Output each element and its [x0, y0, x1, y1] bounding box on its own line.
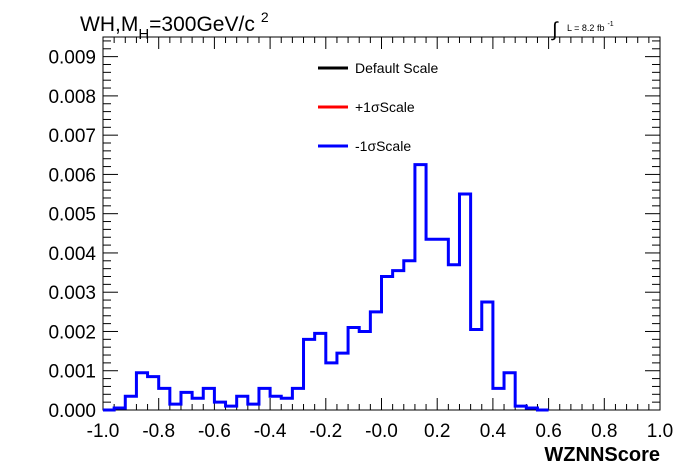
lumi-integral-symbol: ∫: [551, 19, 559, 41]
y-tick-label: 0.005: [48, 205, 96, 226]
y-tick-label: 0.000: [48, 401, 96, 422]
y-tick-label: 0.006: [48, 165, 96, 186]
lumi-superscript: -1: [607, 21, 613, 28]
x-tick-label: 0.4: [480, 421, 507, 442]
x-tick-label: 1.0: [647, 421, 673, 442]
x-tick-label: 0.6: [535, 421, 561, 442]
x-tick-label: -1.0: [87, 421, 120, 442]
legend-label: Default Scale: [355, 60, 438, 76]
x-tick-label: -0.8: [142, 421, 175, 442]
histogram-series-line: [103, 163, 549, 412]
y-tick-label: 0.003: [48, 283, 96, 304]
y-tick-label: 0.008: [48, 87, 96, 108]
legend: Default Scale +1σScale -1σScale: [318, 60, 438, 154]
x-tick-label: -0.0: [365, 421, 398, 442]
plot-frame: [102, 36, 661, 411]
x-tick-label: -0.6: [198, 421, 231, 442]
title-superscript: 2: [261, 9, 269, 25]
y-tick-label: 0.004: [48, 244, 96, 265]
title-subscript: H: [138, 26, 149, 43]
x-tick-label: 0.2: [424, 421, 450, 442]
lumi-label: L = 8.2 fb -1: [567, 21, 614, 33]
series-layer: [103, 163, 549, 412]
x-tick-label: -0.2: [309, 421, 342, 442]
x-tick-label: -0.4: [254, 421, 287, 442]
x-tick-label: 0.8: [591, 421, 617, 442]
y-tick-label: 0.002: [48, 322, 96, 343]
legend-label: +1σScale: [355, 99, 415, 115]
tick-labels: -1.0 -0.8 -0.6 -0.4 -0.2 -0.0 0.2 0.4 0.6 0.8 1.0 0…: [48, 48, 673, 442]
y-tick-label: 0.007: [48, 126, 96, 147]
title-main: WH,M: [80, 13, 138, 36]
y-tick-label: 0.009: [48, 48, 96, 69]
title-rest: =300GeV/c: [149, 13, 255, 36]
chart-title: WH,MH=300GeV/c 2: [80, 9, 269, 43]
y-tick-label: 0.001: [48, 362, 96, 383]
legend-label: -1σScale: [355, 138, 411, 154]
axis-ticks: [102, 37, 661, 411]
x-axis-label: WZNNScore: [544, 444, 660, 466]
